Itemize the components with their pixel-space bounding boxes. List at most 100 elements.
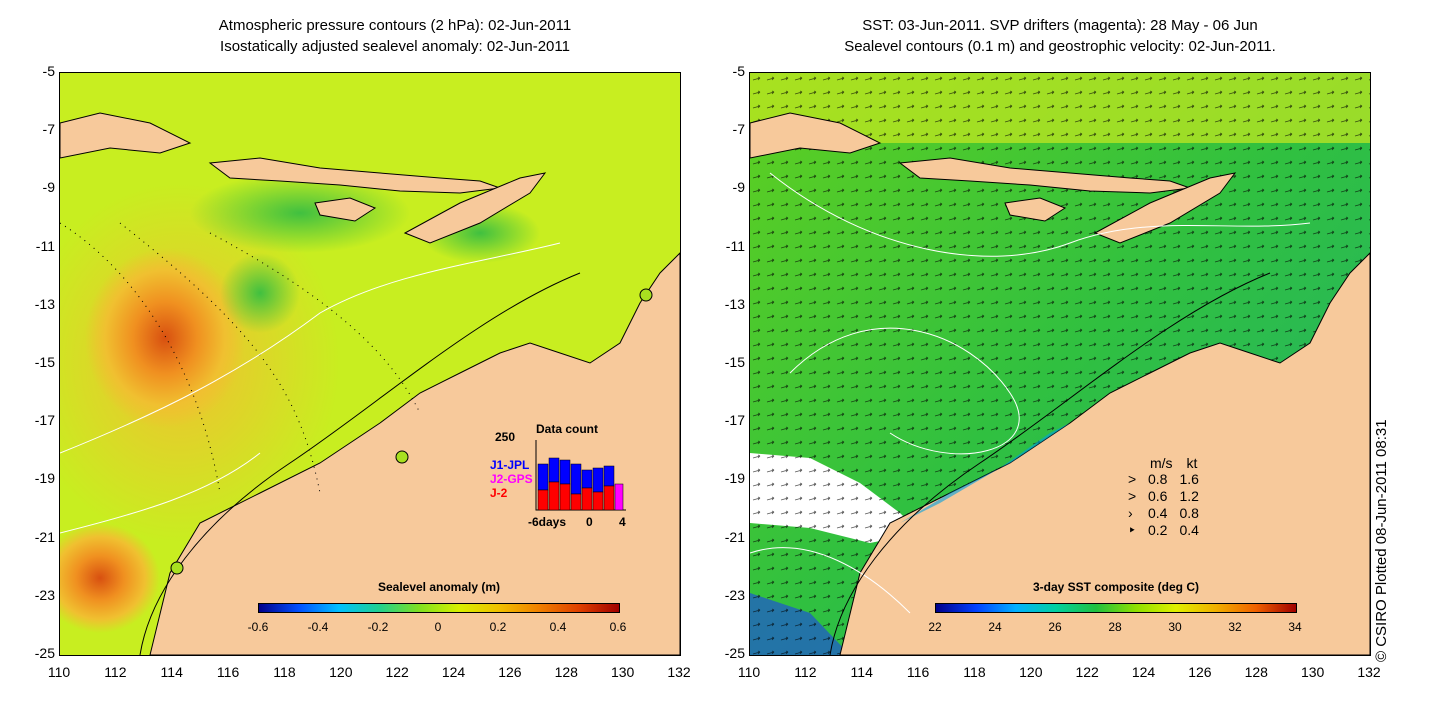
longitude-tick-label: 116 [216, 664, 240, 680]
latitude-tick-label: -25 [724, 645, 745, 661]
histogram-bar-j1 [548, 457, 560, 483]
velocity-kt-value: 0.8 [1179, 505, 1199, 521]
colorbar-tick-label: -0.6 [247, 620, 269, 634]
shelf-contour [829, 272, 1271, 655]
histogram-bar-j1 [603, 465, 615, 487]
latitude-tick-label: -17 [724, 412, 745, 429]
velocity-ms-value: 0.2 [1148, 522, 1168, 538]
histogram-bar-j-2 [570, 493, 582, 511]
latitude-tick-label: -5 [42, 63, 55, 79]
colorbar-tick-label: 32 [1228, 620, 1242, 634]
velocity-arrow-icon: > [1128, 471, 1137, 487]
australia-landmass [149, 252, 680, 655]
histogram-x-start: -6days [528, 515, 567, 529]
velocity-legend-row: >0.8 1.6 [1128, 471, 1199, 487]
anomaly-hot-south [60, 523, 160, 633]
histogram-bar-j1 [559, 459, 571, 485]
latitude-tick-label: -15 [34, 354, 55, 370]
latitude-tick-label: -17 [34, 412, 55, 429]
latitude-tick-label: -19 [34, 470, 55, 487]
latitude-tick-label: -21 [724, 528, 745, 545]
sealevel-contour-2 [789, 327, 1020, 455]
histogram-series-j-2: J-2 [490, 486, 508, 500]
colorbar-tick-label: 28 [1108, 620, 1122, 634]
histogram-bar-j-2 [548, 481, 560, 511]
longitude-tick-label: 130 [610, 664, 635, 680]
island-sumba [314, 197, 377, 222]
velocity-arrow-icon: > [1128, 488, 1137, 504]
island-timor [403, 172, 547, 244]
velocity-ms-value: 0.8 [1148, 471, 1168, 487]
shelf-contour [139, 272, 581, 655]
sealevel-contour-1 [769, 172, 1311, 257]
longitude-tick-label: 122 [385, 664, 409, 680]
latitude-tick-label: -23 [34, 586, 55, 603]
left-colorbar [258, 603, 620, 613]
latitude-tick-label: -23 [724, 586, 745, 603]
velocity-kt-value: 1.2 [1179, 488, 1199, 504]
colorbar-tick-label: 0.6 [609, 620, 627, 634]
velocity-ms-value: 0.4 [1148, 505, 1168, 521]
colorbar-tick-label: 0.4 [549, 620, 567, 634]
histogram-bar-j1 [537, 463, 549, 491]
velocity-legend-row: >0.6 1.2 [1128, 488, 1199, 504]
histogram-bar-j1 [570, 463, 582, 495]
tide-gauge-marker [170, 561, 184, 575]
longitude-tick-label: 114 [850, 664, 873, 680]
histogram-bar-j-2 [603, 485, 615, 511]
pressure-contour-2 [119, 222, 321, 494]
longitude-tick-label: 126 [498, 664, 522, 680]
longitude-tick-label: 118 [273, 664, 296, 680]
island-sumba [1004, 197, 1067, 222]
velocity-kt-value: 0.4 [1179, 522, 1199, 538]
velocity-legend-row: › 0.4 0.8 [1128, 505, 1199, 521]
longitude-tick-label: 122 [1075, 664, 1099, 680]
legend-ms-header: m/s [1150, 455, 1173, 471]
velocity-kt-value: 1.6 [1179, 471, 1199, 487]
longitude-tick-label: 120 [1019, 664, 1043, 680]
histogram-ymax: 250 [495, 430, 516, 444]
latitude-tick-label: -9 [732, 179, 745, 196]
histogram-title: Data count [536, 422, 599, 436]
histogram-x-end: 4 [619, 515, 626, 529]
histogram-bar-j-2 [581, 487, 593, 511]
longitude-tick-label: 112 [794, 664, 817, 680]
colorbar-tick-label: 26 [1048, 620, 1062, 634]
histogram-series-j1: J1-JPL [490, 458, 530, 472]
histogram-chart [535, 440, 626, 511]
longitude-tick-label: 110 [737, 664, 761, 680]
histogram-series-j2: J2-GPS [490, 472, 533, 486]
colorbar-tick-label: -0.2 [367, 620, 389, 634]
sealevel-contour-3 [750, 547, 911, 614]
anomaly-green-mid [220, 253, 300, 333]
histogram-bar-j-2 [592, 491, 604, 511]
latitude-tick-label: -9 [42, 179, 55, 196]
histogram-x-mid: 0 [586, 515, 593, 529]
colorbar-tick-label: 34 [1288, 620, 1302, 634]
legend-kt-header: kt [1186, 455, 1198, 471]
sealevel-contour-1 [60, 242, 561, 454]
tide-gauge-marker [639, 288, 653, 302]
coastal-cool-water [900, 423, 1070, 523]
left-colorbar-title: Sealevel anomaly (m) [377, 580, 501, 594]
longitude-tick-label: 132 [667, 664, 691, 680]
longitude-tick-label: 114 [160, 664, 183, 680]
latitude-tick-label: -13 [34, 295, 55, 312]
longitude-tick-label: 110 [47, 664, 71, 680]
velocity-legend-header: m/s kt [1150, 455, 1197, 471]
colorbar-tick-label: -0.4 [307, 620, 329, 634]
colorbar-tick-label: 0.2 [489, 620, 507, 634]
right-colorbar [935, 603, 1297, 613]
colorbar-tick-label: 24 [988, 620, 1002, 634]
histogram-bar-j-2 [537, 489, 549, 511]
left-title-line2: Isostatically adjusted sealevel anomaly:… [220, 38, 570, 55]
anomaly-hot-core [85, 248, 245, 428]
island-java [750, 112, 882, 159]
longitude-tick-label: 128 [554, 664, 578, 680]
latitude-tick-label: -21 [34, 528, 55, 545]
left-map-canvas [60, 73, 680, 655]
latitude-tick-label: -15 [724, 354, 745, 370]
longitude-tick-label: 118 [963, 664, 986, 680]
longitude-tick-label: 126 [1188, 664, 1212, 680]
histogram-bar-j-2 [559, 483, 571, 511]
